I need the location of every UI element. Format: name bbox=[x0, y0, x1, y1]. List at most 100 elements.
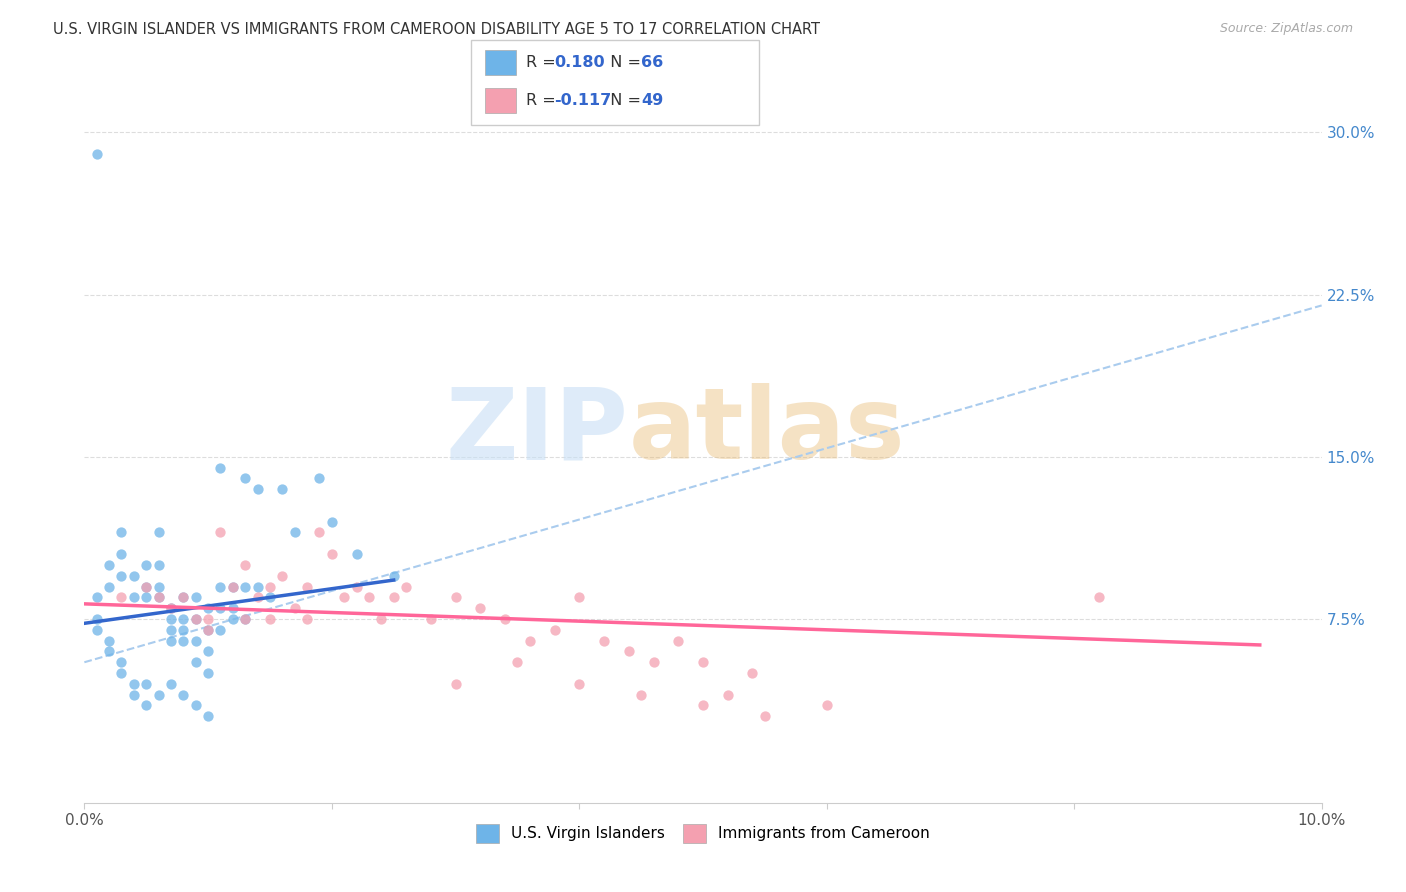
Point bbox=[357, 591, 380, 605]
Point bbox=[172, 688, 194, 702]
Point bbox=[222, 580, 245, 594]
Point bbox=[754, 709, 776, 723]
Point bbox=[246, 482, 269, 496]
Point bbox=[321, 547, 343, 561]
Point bbox=[110, 547, 132, 561]
Point bbox=[209, 580, 232, 594]
Point bbox=[308, 525, 330, 540]
Point bbox=[295, 580, 318, 594]
Point bbox=[197, 623, 219, 637]
Point bbox=[543, 623, 565, 637]
Point bbox=[259, 580, 281, 594]
Point bbox=[160, 623, 183, 637]
Point bbox=[630, 688, 652, 702]
Point bbox=[741, 666, 763, 681]
Point bbox=[86, 591, 108, 605]
Legend: U.S. Virgin Islanders, Immigrants from Cameroon: U.S. Virgin Islanders, Immigrants from C… bbox=[470, 818, 936, 848]
Point bbox=[321, 515, 343, 529]
Point bbox=[222, 580, 245, 594]
Point bbox=[172, 633, 194, 648]
Point bbox=[110, 666, 132, 681]
Point bbox=[666, 633, 689, 648]
Point bbox=[259, 591, 281, 605]
Point bbox=[148, 525, 170, 540]
Point bbox=[122, 677, 145, 691]
Point bbox=[135, 698, 157, 713]
Point bbox=[308, 471, 330, 485]
Point bbox=[617, 644, 640, 658]
Point bbox=[815, 698, 838, 713]
Point bbox=[209, 623, 232, 637]
Point bbox=[184, 591, 207, 605]
Point bbox=[233, 612, 256, 626]
Point bbox=[98, 580, 121, 594]
Point bbox=[135, 677, 157, 691]
Point bbox=[160, 677, 183, 691]
Point bbox=[197, 612, 219, 626]
Point bbox=[295, 612, 318, 626]
Point bbox=[148, 591, 170, 605]
Point bbox=[172, 591, 194, 605]
Point bbox=[160, 633, 183, 648]
Point bbox=[271, 568, 294, 582]
Point bbox=[135, 580, 157, 594]
Point bbox=[98, 633, 121, 648]
Point bbox=[259, 612, 281, 626]
Point bbox=[470, 601, 492, 615]
Point bbox=[86, 623, 108, 637]
Point bbox=[110, 591, 132, 605]
Point bbox=[148, 558, 170, 572]
Point bbox=[382, 591, 405, 605]
Point bbox=[122, 591, 145, 605]
Point bbox=[246, 580, 269, 594]
Text: R =: R = bbox=[526, 94, 561, 108]
Text: 66: 66 bbox=[641, 55, 664, 70]
Text: atlas: atlas bbox=[628, 384, 905, 480]
Point bbox=[568, 591, 591, 605]
Point bbox=[184, 655, 207, 669]
Point bbox=[494, 612, 516, 626]
Text: N =: N = bbox=[600, 94, 647, 108]
Point bbox=[271, 482, 294, 496]
Point bbox=[122, 568, 145, 582]
Point bbox=[86, 147, 108, 161]
Point bbox=[135, 591, 157, 605]
Point bbox=[160, 601, 183, 615]
Text: N =: N = bbox=[600, 55, 647, 70]
Point bbox=[692, 655, 714, 669]
Point bbox=[135, 580, 157, 594]
Point bbox=[197, 601, 219, 615]
Point bbox=[209, 525, 232, 540]
Text: 49: 49 bbox=[641, 94, 664, 108]
Point bbox=[98, 644, 121, 658]
Point bbox=[246, 591, 269, 605]
Point bbox=[172, 612, 194, 626]
Point bbox=[86, 612, 108, 626]
Point bbox=[284, 525, 307, 540]
Point bbox=[692, 698, 714, 713]
Point bbox=[506, 655, 529, 669]
Point bbox=[284, 601, 307, 615]
Point bbox=[197, 644, 219, 658]
Point bbox=[197, 709, 219, 723]
Point bbox=[148, 688, 170, 702]
Text: U.S. VIRGIN ISLANDER VS IMMIGRANTS FROM CAMEROON DISABILITY AGE 5 TO 17 CORRELAT: U.S. VIRGIN ISLANDER VS IMMIGRANTS FROM … bbox=[53, 22, 821, 37]
Text: ZIP: ZIP bbox=[446, 384, 628, 480]
Point bbox=[172, 591, 194, 605]
Text: R =: R = bbox=[526, 55, 561, 70]
Point bbox=[519, 633, 541, 648]
Point bbox=[419, 612, 441, 626]
Point bbox=[222, 612, 245, 626]
Point bbox=[1088, 591, 1111, 605]
Point bbox=[395, 580, 418, 594]
Point bbox=[568, 677, 591, 691]
Point bbox=[135, 558, 157, 572]
Point bbox=[643, 655, 665, 669]
Point bbox=[593, 633, 616, 648]
Point bbox=[160, 612, 183, 626]
Point bbox=[184, 633, 207, 648]
Point bbox=[148, 591, 170, 605]
Point bbox=[110, 525, 132, 540]
Text: -0.117: -0.117 bbox=[554, 94, 612, 108]
Point bbox=[172, 623, 194, 637]
